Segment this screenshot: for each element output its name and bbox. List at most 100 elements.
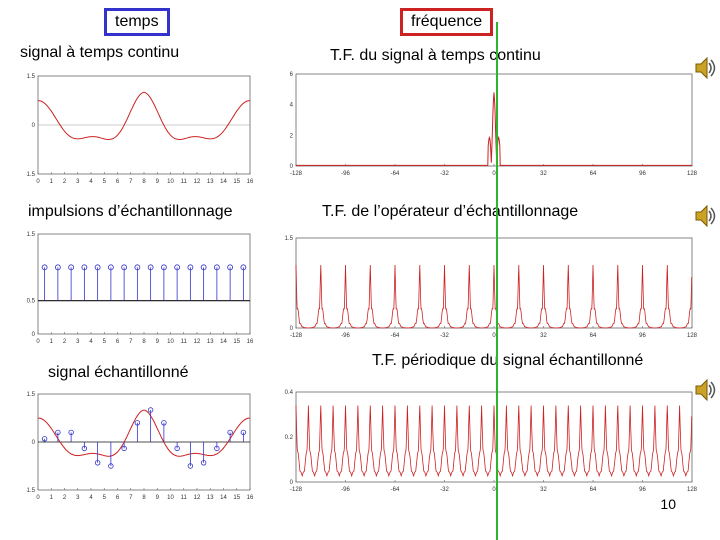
x-tick-label: 8 [142,339,146,345]
impulse-marker [107,264,114,271]
label-ft-operator: T.F. de l’opérateur d’échantillonnage [322,203,579,220]
y-tick-label: 0.4 [285,390,294,396]
x-tick-label: 3 [76,179,80,185]
x-tick-label: 0 [36,179,40,185]
x-tick-label: 5 [103,339,107,345]
x-tick-label: 6 [116,495,120,501]
impulse-marker [227,264,234,271]
sample-marker [161,420,167,426]
x-tick-label: 12 [194,339,201,345]
x-tick-label: -128 [290,333,303,339]
impulse-marker [200,264,207,271]
spectrum-curve [295,405,693,478]
x-tick-label: 7 [129,495,133,501]
x-tick-label: 32 [540,487,547,493]
x-tick-label: 7 [129,179,133,185]
x-tick-label: 0 [492,333,496,339]
x-tick-label: 1 [50,339,54,345]
sample-marker [214,445,220,452]
label-ft-periodic: T.F. périodique du signal échantillonné [372,352,644,369]
spectrum-curve [296,92,692,166]
x-tick-label: 13 [207,179,214,185]
x-tick-label: 10 [167,495,174,501]
x-tick-label: 3 [76,339,80,345]
sample-marker [121,445,127,452]
x-tick-label: 0 [492,171,496,177]
x-tick-label: 128 [687,487,698,493]
x-tick-label: -96 [341,171,350,177]
y-tick-label: 0 [290,164,294,170]
x-tick-label: 15 [233,179,240,185]
y-tick-label: 0 [290,326,294,332]
ft-operator-plot: -128 -96 -64 -32 0 32 64 96 128 0 1.5 [285,236,698,339]
sample-marker [94,460,101,466]
x-tick-label: 9 [156,495,160,501]
y-tick-label: 0 [290,480,294,486]
y-tick-label: 4 [290,103,294,109]
speaker-icon[interactable] [694,378,716,402]
impulse-marker [121,264,128,271]
x-tick-label: -64 [391,487,400,493]
x-tick-label: 10 [167,339,174,345]
x-tick-label: 128 [687,333,698,339]
label-continuous-signal: signal à temps continu [20,44,180,61]
sample-marker [200,460,207,466]
plot-frame [295,73,693,167]
y-tick-label: 0 [32,123,36,129]
plot-frame [37,233,251,335]
sample-marker [240,429,247,436]
x-tick-label: 12 [194,179,201,185]
x-tick-label: 64 [590,333,597,339]
impulse-marker [94,264,101,271]
x-tick-label: 9 [156,339,160,345]
y-tick-label: -1.5 [26,172,36,178]
x-tick-label: -128 [290,171,303,177]
sample-marker [68,429,74,436]
impulse-marker [213,264,220,271]
x-tick-label: 2 [63,339,67,345]
impulse-marker [187,264,194,271]
x-tick-label: -64 [391,333,400,339]
sample-marker [41,436,48,442]
speaker-icon[interactable] [694,204,716,228]
y-tick-label: 6 [290,72,294,78]
x-tick-label: 1 [50,179,54,185]
x-tick-label: 96 [639,171,646,177]
x-tick-label: 12 [194,495,201,501]
x-tick-label: 14 [220,495,227,501]
x-tick-label: -96 [341,333,350,339]
sample-marker [174,445,180,452]
time-header: temps [104,8,170,36]
label-impulses: impulsions d’échantillonnage [28,203,233,220]
y-tick-label: 0.2 [285,435,294,441]
y-tick-label: 1.5 [27,232,36,238]
x-tick-label: 11 [181,495,188,501]
y-tick-label: 2 [290,133,294,139]
x-tick-label: -32 [440,487,449,493]
page-number: 10 [660,496,676,512]
sample-marker [147,407,154,413]
label-ft-continuous: T.F. du signal à temps continu [330,47,541,64]
sample-marker [134,420,141,426]
ft-periodic-plot: -128 -96 -64 -32 0 32 64 96 128 0 0.2 0.4 [285,390,698,493]
impulse-marker [68,264,75,271]
x-tick-label: 1 [50,495,54,501]
speaker-icon[interactable] [694,56,716,80]
x-tick-label: 3 [76,495,80,501]
x-tick-label: -64 [391,171,400,177]
x-tick-label: 64 [590,171,597,177]
x-tick-label: -128 [290,487,303,493]
sample-marker [227,429,233,436]
impulse-marker [160,264,167,271]
sample-marker [108,463,114,469]
x-tick-label: 10 [167,179,174,185]
y-tick-label: 1.5 [285,236,294,242]
impulse-marker [134,264,141,271]
y-tick-label: 0 [32,440,36,446]
y-tick-label: -1.5 [26,488,36,494]
x-tick-label: 16 [247,339,254,345]
x-tick-label: 4 [89,495,93,501]
x-tick-label: 2 [63,179,67,185]
x-tick-label: 0 [36,495,40,501]
